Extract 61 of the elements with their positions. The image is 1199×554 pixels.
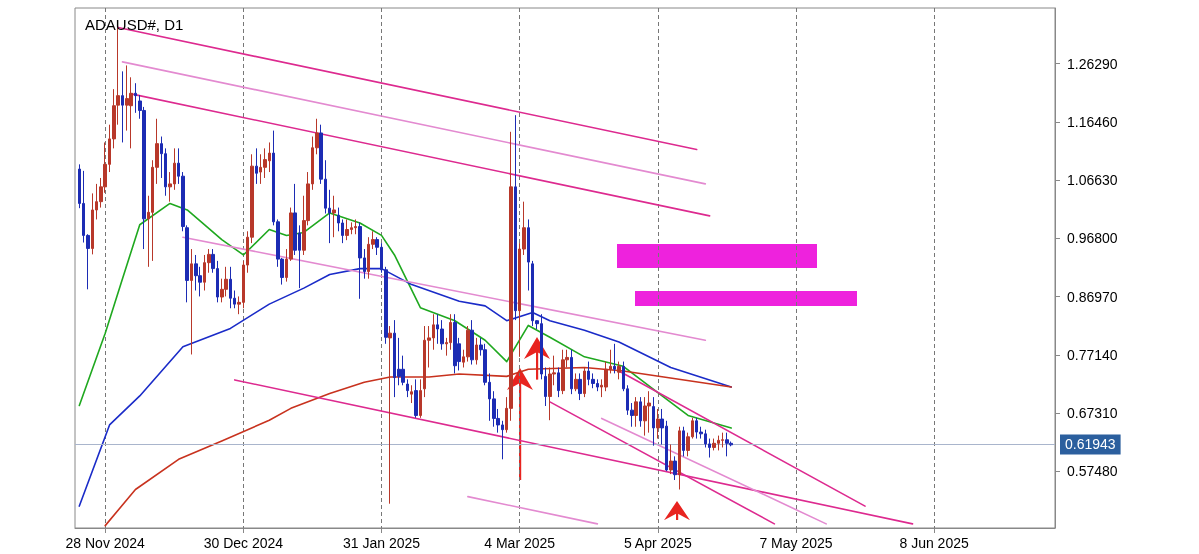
- candlestick: [419, 378, 422, 419]
- candlestick: [561, 349, 565, 395]
- candlestick: [570, 349, 573, 395]
- candlestick: [652, 396, 655, 447]
- y-tick-label: 0.77140: [1067, 346, 1118, 363]
- candlestick: [410, 384, 413, 404]
- y-tick-label: 1.06630: [1067, 172, 1118, 189]
- candlestick: [414, 378, 418, 419]
- text: ADAUSD#, D1: [85, 16, 184, 33]
- x-tick-label: 4 Mar 2025: [484, 535, 556, 551]
- candlestick: [388, 325, 392, 505]
- y-tick-label: 0.67310: [1067, 405, 1118, 422]
- x-tick-label: 30 Dec 2024: [203, 535, 284, 551]
- candlestick: [613, 343, 616, 374]
- x-tick-label: 31 Jan 2025: [342, 535, 421, 551]
- candlestick: [578, 372, 582, 401]
- candlestick: [656, 408, 660, 440]
- candlestick: [255, 147, 258, 185]
- x-tick-label: 8 Jun 2025: [899, 535, 969, 551]
- candlestick: [574, 372, 578, 392]
- x-tick-label: 28 Nov 2024: [65, 535, 146, 551]
- candlestick: [470, 319, 474, 366]
- y-tick-label: 0.96800: [1067, 230, 1118, 247]
- candlestick: [121, 70, 124, 143]
- x-tick-label: 7 May 2025: [759, 535, 833, 551]
- candlestick: [466, 325, 470, 363]
- candlestick: [527, 218, 530, 292]
- candlestick: [514, 114, 517, 321]
- candlestick: [617, 361, 621, 380]
- candlestick: [358, 221, 362, 300]
- candlestick: [544, 367, 547, 407]
- candlestick: [557, 367, 560, 398]
- candlestick: [345, 218, 349, 241]
- y-tick-label: 0.57480: [1067, 463, 1118, 480]
- x-tick-label: 5 Apr 2025: [623, 535, 692, 551]
- candlestick: [647, 390, 651, 434]
- candlestick: [712, 438, 716, 451]
- y-tick-label: 0.86970: [1067, 288, 1118, 305]
- candlestick: [725, 432, 729, 457]
- line-series: [78, 202, 733, 429]
- candlestick: [669, 443, 673, 475]
- candlestick: [678, 426, 681, 490]
- line-series: [104, 366, 733, 527]
- y-tick-label: 1.16460: [1067, 113, 1118, 130]
- candlestick: [453, 313, 457, 374]
- candlestick: [229, 266, 232, 309]
- candlestick: [134, 82, 137, 114]
- candlestick: [190, 248, 193, 355]
- candlestick: [682, 426, 685, 457]
- ref-line-label: 0.61943: [1065, 436, 1116, 453]
- candlestick: [354, 218, 357, 235]
- candlestick: [721, 432, 724, 448]
- candlestick: [583, 367, 586, 398]
- candlestick: [194, 254, 198, 292]
- candlestick: [406, 378, 409, 398]
- candlestick: [475, 337, 478, 366]
- candlestick: [673, 455, 677, 481]
- candlestick: [332, 195, 336, 238]
- candlestick: [639, 396, 642, 428]
- y-tick-label: 1.26290: [1067, 55, 1118, 72]
- candlestick: [634, 396, 638, 428]
